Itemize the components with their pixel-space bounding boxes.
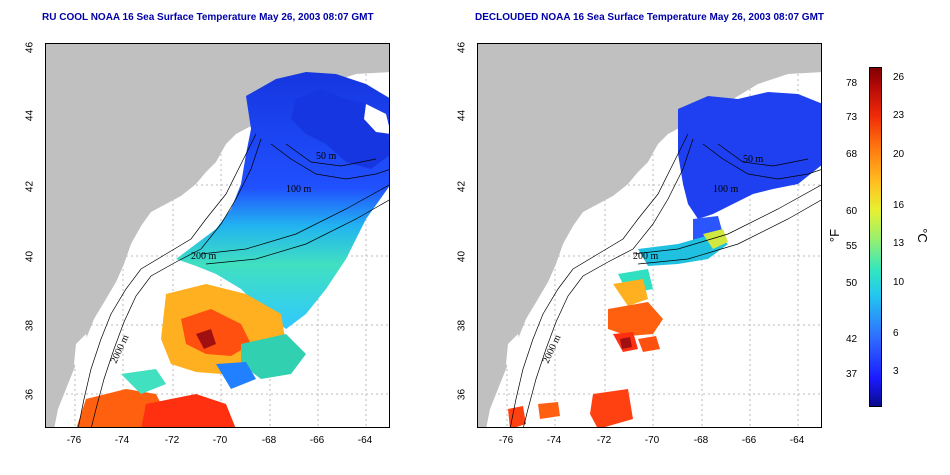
right-ytick-42: 42 (456, 180, 468, 193)
right-xtick-72: -72 (596, 435, 612, 446)
right-xtick-74: -74 (546, 435, 562, 446)
left-xtick-68: -68 (261, 435, 277, 446)
right-ytick-38: 38 (456, 319, 468, 332)
cb-f-55: 55 (846, 241, 858, 252)
left-xtick-74: -74 (114, 435, 130, 446)
right-ytick-40: 40 (456, 250, 468, 263)
cb-f-60: 60 (846, 206, 858, 217)
right-map-title: DECLOUDED NOAA 16 Sea Surface Temperatur… (475, 12, 825, 23)
left-ytick-46: 46 (24, 41, 36, 54)
right-isobath-50m-label: 50 m (743, 154, 764, 165)
left-isobath-100m-label: 100 m (286, 184, 312, 195)
cb-c-23: 23 (893, 110, 905, 121)
left-ytick-42: 42 (24, 180, 36, 193)
temperature-colorbar (869, 67, 882, 407)
left-ytick-36: 36 (24, 388, 36, 401)
right-land-mass (478, 44, 821, 427)
cb-c-26: 26 (893, 72, 905, 83)
left-isobath-lines (78, 133, 389, 427)
left-isobath-2000m-label: 2000 m (109, 333, 132, 365)
left-xtick-66: -66 (309, 435, 325, 446)
left-xtick-64: -64 (357, 435, 373, 446)
cb-c-20: 20 (893, 149, 905, 160)
left-isobath-200m-label: 200 m (191, 251, 217, 262)
left-sst-map: 200 m 100 m 50 m 2000 m (45, 43, 390, 428)
right-ytick-46: 46 (456, 41, 468, 54)
left-land-mass (46, 44, 389, 427)
right-isobath-2000m-label: 2000 m (541, 333, 564, 365)
right-sst-warm-water (613, 279, 648, 306)
right-isobath-100m-label: 100 m (713, 184, 739, 195)
left-map-canvas: 200 m 100 m 50 m 2000 m (46, 44, 389, 427)
cb-f-78: 78 (846, 78, 858, 89)
cb-c-3: 3 (893, 366, 899, 377)
celsius-unit-label: °C (914, 228, 930, 243)
right-xtick-66: -66 (741, 435, 757, 446)
right-ytick-44: 44 (456, 109, 468, 122)
cb-c-10: 10 (893, 277, 905, 288)
right-isobath-lines (510, 133, 821, 427)
fahrenheit-unit-label: °F (827, 228, 843, 243)
left-ytick-40: 40 (24, 250, 36, 263)
right-xtick-64: -64 (789, 435, 805, 446)
right-xtick-76: -76 (498, 435, 514, 446)
cb-f-68: 68 (846, 149, 858, 160)
right-xtick-68: -68 (693, 435, 709, 446)
cb-f-50: 50 (846, 278, 858, 289)
cb-f-42: 42 (846, 334, 858, 345)
left-xtick-72: -72 (164, 435, 180, 446)
cb-f-37: 37 (846, 369, 858, 380)
left-ytick-38: 38 (24, 319, 36, 332)
left-xtick-76: -76 (66, 435, 82, 446)
right-sst-map: 200 m 100 m 50 m 2000 m (477, 43, 822, 428)
right-xtick-70: -70 (644, 435, 660, 446)
left-xtick-70: -70 (212, 435, 228, 446)
left-map-title: RU COOL NOAA 16 Sea Surface Temperature … (42, 12, 374, 23)
cb-c-6: 6 (893, 328, 899, 339)
left-isobath-50m-label: 50 m (316, 151, 337, 162)
right-sst-cold-water (678, 92, 821, 219)
right-map-canvas: 200 m 100 m 50 m 2000 m (478, 44, 821, 427)
cb-c-13: 13 (893, 238, 905, 249)
right-ytick-36: 36 (456, 388, 468, 401)
cb-f-73: 73 (846, 112, 858, 123)
cb-c-16: 16 (893, 200, 905, 211)
left-ytick-44: 44 (24, 109, 36, 122)
right-isobath-200m-label: 200 m (633, 251, 659, 262)
